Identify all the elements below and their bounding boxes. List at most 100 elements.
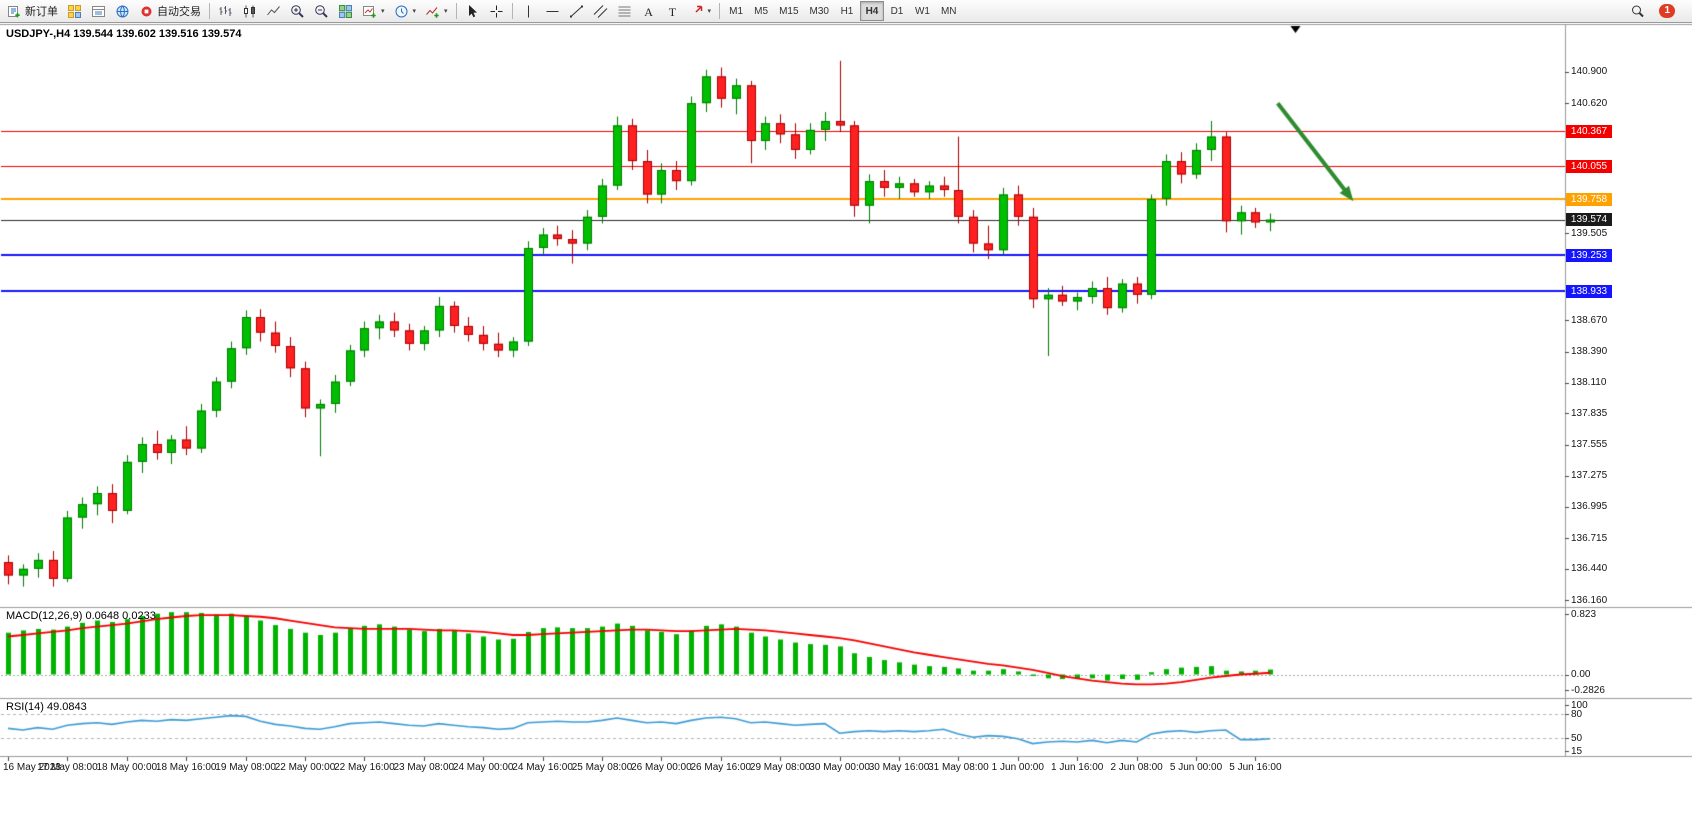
price-axis-label: 138.390	[1571, 346, 1608, 358]
cursor-button[interactable]	[461, 1, 484, 21]
time-axis-label: 22 May 16:00	[334, 762, 395, 773]
time-axis-label: 24 May 16:00	[512, 762, 573, 773]
vertical-line-icon	[527, 5, 529, 17]
svg-text:A: A	[644, 5, 653, 19]
data-window-button[interactable]	[87, 1, 110, 21]
bid-price-badge[interactable]: 139.574	[1566, 213, 1612, 227]
macd-axis-label: 0.823	[1571, 608, 1597, 620]
chart-profiles-button[interactable]: ▾	[390, 1, 421, 21]
time-axis-label: 5 Jun 00:00	[1169, 762, 1223, 773]
news-notification-button[interactable]: 1	[1655, 1, 1679, 21]
support-line-badge-139253[interactable]: 139.253	[1566, 248, 1612, 262]
pivot-line-badge-139758[interactable]: 139.758	[1566, 192, 1612, 206]
indicators-button[interactable]: ▾	[421, 1, 452, 21]
toolbar-separator	[511, 3, 513, 19]
horizontal-line-button[interactable]	[541, 1, 564, 21]
resistance-line-badge-140055[interactable]: 140.055	[1566, 159, 1612, 173]
crosshair-button[interactable]	[485, 1, 508, 21]
autotrade-button[interactable]: 自动交易	[135, 1, 205, 21]
search-button[interactable]	[1626, 1, 1649, 21]
clock-icon	[395, 5, 408, 17]
time-axis-label: 30 May 16:00	[868, 762, 930, 773]
toolbar-separator	[719, 3, 721, 19]
time-axis-label: 30 May 00:00	[809, 762, 870, 773]
tile-windows-button[interactable]	[334, 1, 357, 21]
timeframe-m15[interactable]: M15	[774, 1, 803, 21]
indicators-icon	[426, 6, 439, 18]
timeframe-h4[interactable]: H4	[859, 1, 884, 21]
navigator-button[interactable]	[111, 1, 134, 21]
zoom-out-icon	[315, 4, 328, 18]
timeframe-h1[interactable]: H1	[835, 1, 859, 21]
time-axis-label: 22 May 00:00	[274, 762, 336, 773]
resistance-line-badge-140367[interactable]: 140.367	[1566, 124, 1612, 138]
line-chart-icon	[267, 5, 280, 15]
text-label-icon: T	[668, 5, 676, 19]
trendline-icon	[569, 5, 583, 17]
chevron-down-icon: ▾	[444, 8, 448, 15]
time-axis-label: 18 May 16:00	[155, 762, 217, 773]
timeframe-mn[interactable]: MN	[936, 1, 962, 21]
text-button[interactable]: A	[637, 1, 660, 21]
toolbar-separator	[209, 3, 210, 19]
time-axis-label: 24 May 00:00	[452, 762, 514, 773]
fibonacci-button[interactable]	[613, 1, 636, 21]
rsi-axis-label: 50	[1571, 732, 1583, 744]
new-chart-icon	[363, 5, 376, 18]
price-axis-label: 137.835	[1571, 407, 1608, 419]
horizontal-line-icon	[546, 10, 559, 12]
data-window-icon	[92, 5, 105, 17]
price-axis-label: 137.275	[1571, 470, 1608, 482]
time-axis-label: 25 May 08:00	[571, 762, 633, 773]
timeframe-m30[interactable]: M30	[805, 1, 834, 21]
price-axis-label: 136.440	[1571, 563, 1608, 575]
arrows-tool-button[interactable]: ▾	[685, 1, 716, 21]
time-axis-label: 1 Jun 16:00	[1051, 762, 1104, 773]
bar-chart-icon	[219, 5, 232, 16]
price-axis-label: 139.505	[1571, 227, 1608, 239]
timeframe-w1[interactable]: W1	[910, 1, 935, 21]
toolbar: 新订单 自动交易 ▾ ▾ ▾	[0, 0, 1692, 23]
time-axis-label: 17 May 08:00	[37, 762, 98, 773]
new-order-label: 新订单	[25, 6, 58, 18]
time-axis-label: 1 Jun 00:00	[991, 762, 1044, 773]
channel-icon	[593, 4, 607, 18]
bar-chart-button[interactable]	[214, 1, 237, 21]
chart-symbol-title: USDJPY-,H4 139.544 139.602 139.516 139.5…	[6, 28, 242, 40]
timeframe-m1[interactable]: M1	[724, 1, 748, 21]
timeframe-d1[interactable]: D1	[885, 1, 909, 21]
timeframe-m5[interactable]: M5	[749, 1, 773, 21]
macd-axis-label: 0.00	[1571, 669, 1591, 680]
toolbar-separator	[455, 3, 457, 19]
price-axis-label: 136.715	[1571, 532, 1608, 544]
timeframe-group: M1 M5 M15 M30 H1 H4 D1 W1 MN	[724, 1, 961, 21]
time-axis-label: 18 May 00:00	[96, 762, 158, 773]
time-axis-label: 16 May 2023	[3, 762, 61, 773]
rsi-axis-label: 15	[1571, 745, 1583, 757]
price-axis-label: 140.620	[1571, 97, 1608, 109]
time-axis-label: 29 May 08:00	[749, 762, 811, 773]
line-chart-button[interactable]	[262, 1, 285, 21]
support-line-badge-138933[interactable]: 138.933	[1566, 284, 1612, 298]
zoom-out-button[interactable]	[310, 1, 333, 21]
zoom-in-icon	[291, 4, 304, 18]
candlestick-chart-button[interactable]	[238, 1, 261, 21]
market-watch-button[interactable]	[63, 1, 86, 21]
crosshair-icon	[490, 5, 503, 17]
text-label-button[interactable]: T	[661, 1, 684, 21]
search-icon	[1632, 5, 1645, 17]
vertical-line-button[interactable]	[517, 1, 540, 21]
macd-indicator-label: MACD(12,26,9) 0.0648 0.0233	[6, 610, 156, 622]
time-axis-label: 2 Jun 08:00	[1110, 762, 1163, 773]
trendline-button[interactable]	[565, 1, 588, 21]
time-axis-label: 26 May 00:00	[631, 762, 692, 773]
price-axis-label: 138.670	[1571, 314, 1608, 326]
price-axis-label: 137.555	[1571, 439, 1608, 451]
equidistant-channel-button[interactable]	[589, 1, 612, 21]
new-order-button[interactable]: 新订单	[3, 1, 62, 21]
tile-windows-icon	[339, 4, 352, 18]
zoom-in-button[interactable]	[286, 1, 309, 21]
new-chart-button[interactable]: ▾	[358, 1, 389, 21]
price-axis-label: 140.900	[1571, 66, 1608, 78]
